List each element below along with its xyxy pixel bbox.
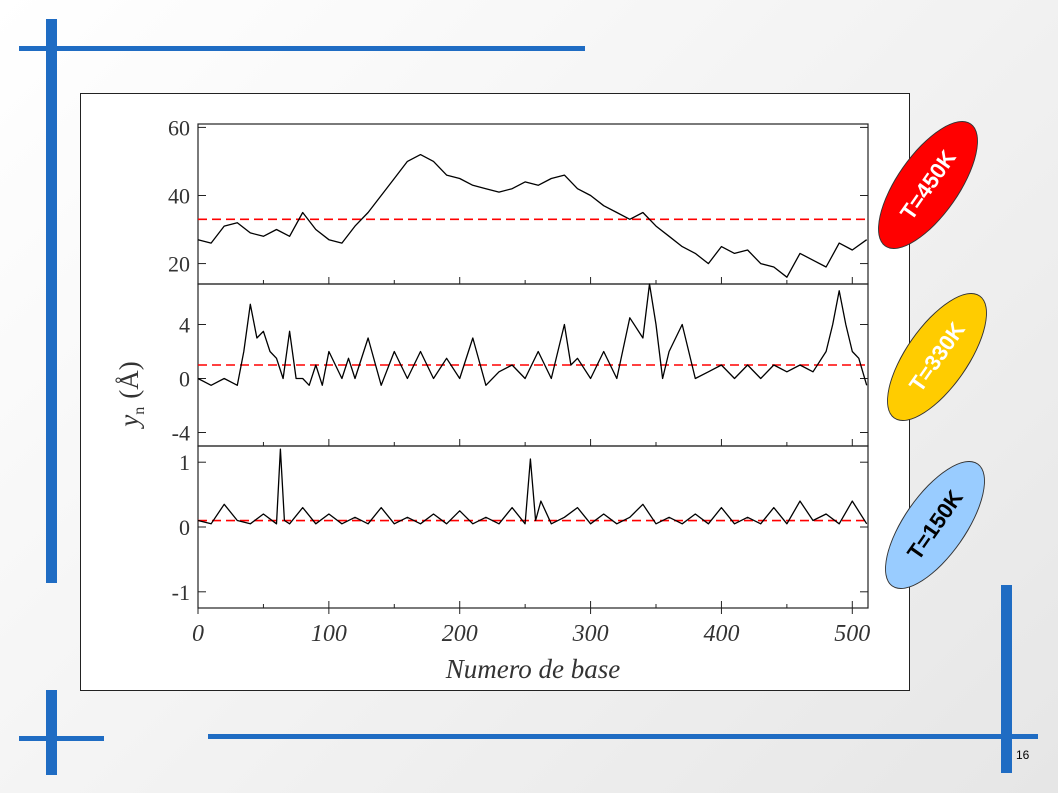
x-tick-label: 100 — [311, 621, 347, 647]
decor-line-left-vertical — [46, 19, 57, 583]
series-line — [197, 153, 868, 278]
page-number: 16 — [1016, 748, 1030, 762]
y-axis-label-unit: (Å) — [114, 361, 144, 398]
panel-border — [197, 123, 869, 285]
y-tick-label: 60 — [168, 115, 190, 140]
y-tick-label: 0 — [179, 367, 190, 392]
panel-border — [197, 445, 869, 609]
y-tick-label: -4 — [172, 421, 190, 446]
y-axis-label: yn (Å) — [114, 361, 148, 429]
decor-line-bottom-left-horizontal — [19, 736, 104, 741]
y-tick-label: 20 — [168, 252, 190, 277]
x-tick-label: 500 — [834, 621, 870, 647]
y-tick-label: 40 — [168, 183, 190, 208]
decor-line-bottom-left-vertical — [46, 690, 57, 775]
y-tick-label: 1 — [179, 450, 190, 475]
y-tick-label: -1 — [172, 580, 190, 605]
x-axis: 0 100 200 300 400 500 — [192, 608, 870, 647]
x-tick-label: 300 — [572, 621, 609, 647]
x-tick-label: 400 — [703, 621, 739, 647]
y-tick-label: 0 — [179, 515, 190, 540]
decor-line-top-horizontal — [19, 46, 585, 51]
x-tick-label: 0 — [192, 621, 204, 647]
panel-t-330k: 4 0 -4 — [172, 283, 869, 447]
x-tick-label: 200 — [442, 621, 478, 647]
panel-t-450k: 60 40 20 — [168, 115, 869, 285]
figure-frame: 60 40 20 4 0 -4 1 0 -1 0 100 200 300 400 500 Numero d… — [80, 93, 910, 691]
series-line — [197, 448, 868, 525]
x-axis-label: Numero de base — [445, 654, 620, 684]
decor-line-right-vertical — [1001, 585, 1012, 773]
panel-t-150k: 1 0 -1 — [172, 445, 869, 609]
badge-t330k-label: T=330K — [903, 317, 970, 397]
y-axis-label-subscript: n — [131, 407, 148, 415]
svg-text:yn(Å): yn (Å) — [114, 361, 148, 429]
y-axis-label-main: y — [114, 415, 144, 430]
badge-t150k-label: T=150K — [901, 485, 968, 565]
series-line — [197, 283, 868, 386]
decor-line-bottom-horizontal — [208, 734, 1038, 739]
y-tick-label: 4 — [179, 313, 190, 338]
